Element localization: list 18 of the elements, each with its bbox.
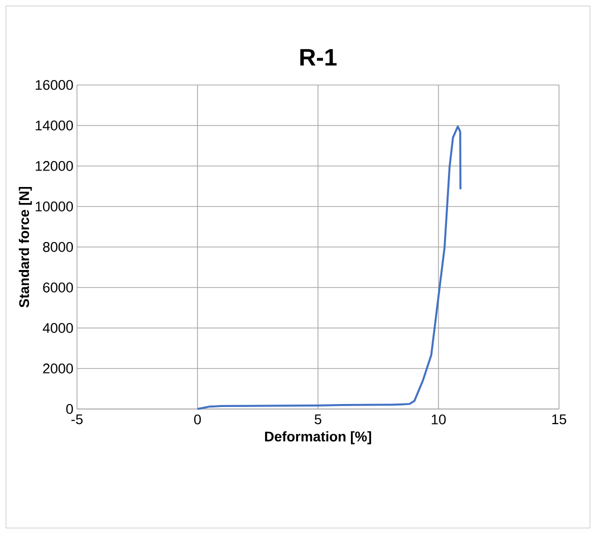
y-tick-label: 10000 [36,202,73,212]
x-axis-title: Deformation [%] [265,431,372,444]
y-tick-label: 2000 [43,364,73,374]
y-tick-label: 0 [66,404,73,414]
y-tick-label: 14000 [36,120,73,130]
y-tick-label: 16000 [36,80,73,90]
y-tick-label: 8000 [43,242,73,252]
line-series [196,126,462,410]
y-tick-label: 6000 [43,282,73,292]
x-tick-label: 15 [552,414,566,424]
x-tick-label: -5 [71,414,83,424]
chart-title: R-1 [300,49,337,66]
x-tick-label: 0 [194,414,201,424]
y-tick-label: 12000 [36,161,73,171]
y-tick-label: 4000 [42,323,73,333]
x-tick-label: 5 [314,414,322,424]
y-axis-title: Standard force [N] [18,186,32,308]
x-tick-label: 10 [432,414,446,424]
